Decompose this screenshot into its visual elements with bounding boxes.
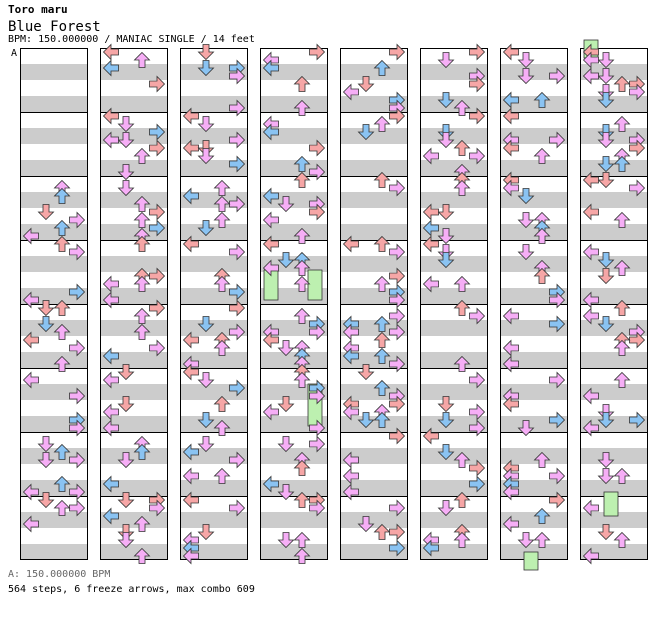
beat-stripe <box>20 192 88 208</box>
beat-stripe <box>500 224 568 240</box>
beat-stripe <box>580 448 648 464</box>
bpm-legend: A: 150.000000 BPM <box>8 569 111 580</box>
beat-stripe <box>500 448 568 464</box>
beat-stripe <box>420 256 488 272</box>
step-arrow-left <box>103 44 119 60</box>
beat-stripe <box>100 192 168 208</box>
bpm-section-marker: A <box>11 48 18 59</box>
beat-stripe <box>340 192 408 208</box>
beat-stripe <box>420 512 488 528</box>
beat-stripe <box>260 512 328 528</box>
artist-name: Toro maru <box>8 3 68 16</box>
beat-stripe <box>340 512 408 528</box>
beat-stripe <box>100 160 168 176</box>
beat-stripe <box>580 512 648 528</box>
beat-stripe <box>340 224 408 240</box>
step-arrow-right <box>389 44 405 60</box>
beat-stripe <box>420 128 488 144</box>
beat-stripe <box>420 384 488 400</box>
beat-stripe <box>420 160 488 176</box>
step-arrow-left <box>503 44 519 60</box>
beat-stripe <box>100 256 168 272</box>
beat-stripe <box>580 224 648 240</box>
beat-stripe <box>580 256 648 272</box>
step-arrow-down <box>198 44 214 60</box>
beat-stripe <box>260 544 328 560</box>
beat-stripe <box>580 96 648 112</box>
beat-stripe <box>180 256 248 272</box>
beat-stripe <box>100 544 168 560</box>
beat-stripe <box>100 96 168 112</box>
beat-stripe <box>260 448 328 464</box>
beat-stripe <box>20 160 88 176</box>
beat-stripe <box>500 256 568 272</box>
beat-stripe <box>260 352 328 368</box>
beat-stripe <box>420 288 488 304</box>
beat-stripe <box>180 224 248 240</box>
beat-stripe <box>100 384 168 400</box>
freeze-arrow <box>523 551 539 571</box>
freeze-arrow <box>307 269 323 301</box>
beat-stripe <box>420 352 488 368</box>
chart-info: BPM: 150.000000 / MANIAC SINGLE / 14 fee… <box>8 34 255 45</box>
beat-stripe <box>20 96 88 112</box>
beat-stripe <box>20 352 88 368</box>
beat-stripe <box>20 64 88 80</box>
beat-stripe <box>420 320 488 336</box>
beat-stripe <box>420 448 488 464</box>
beat-stripe <box>500 192 568 208</box>
beat-stripe <box>260 96 328 112</box>
beat-stripe <box>500 160 568 176</box>
beat-stripe <box>580 192 648 208</box>
beat-stripe <box>420 96 488 112</box>
beat-stripe <box>100 448 168 464</box>
beat-stripe <box>340 416 408 432</box>
beat-stripe <box>580 352 648 368</box>
beat-stripe <box>340 64 408 80</box>
chart-column-3 <box>180 48 248 560</box>
beat-stripe <box>180 512 248 528</box>
beat-stripe <box>20 544 88 560</box>
beat-stripe <box>180 416 248 432</box>
beat-stripe <box>340 160 408 176</box>
beat-stripe <box>180 480 248 496</box>
beat-stripe <box>580 160 648 176</box>
beat-stripe <box>20 128 88 144</box>
beat-stripe <box>100 320 168 336</box>
step-arrow-right <box>469 44 485 60</box>
chart-stats: 564 steps, 6 freeze arrows, max combo 60… <box>8 584 255 595</box>
chart-column-6 <box>420 48 488 560</box>
song-title: Blue Forest <box>8 19 101 35</box>
beat-stripe <box>580 480 648 496</box>
beat-stripe <box>20 256 88 272</box>
beat-stripe <box>20 320 88 336</box>
step-arrow-right <box>309 44 325 60</box>
beat-stripe <box>340 256 408 272</box>
beat-stripe <box>420 192 488 208</box>
beat-stripe <box>340 128 408 144</box>
freeze-arrow <box>603 491 619 517</box>
beat-stripe <box>260 224 328 240</box>
